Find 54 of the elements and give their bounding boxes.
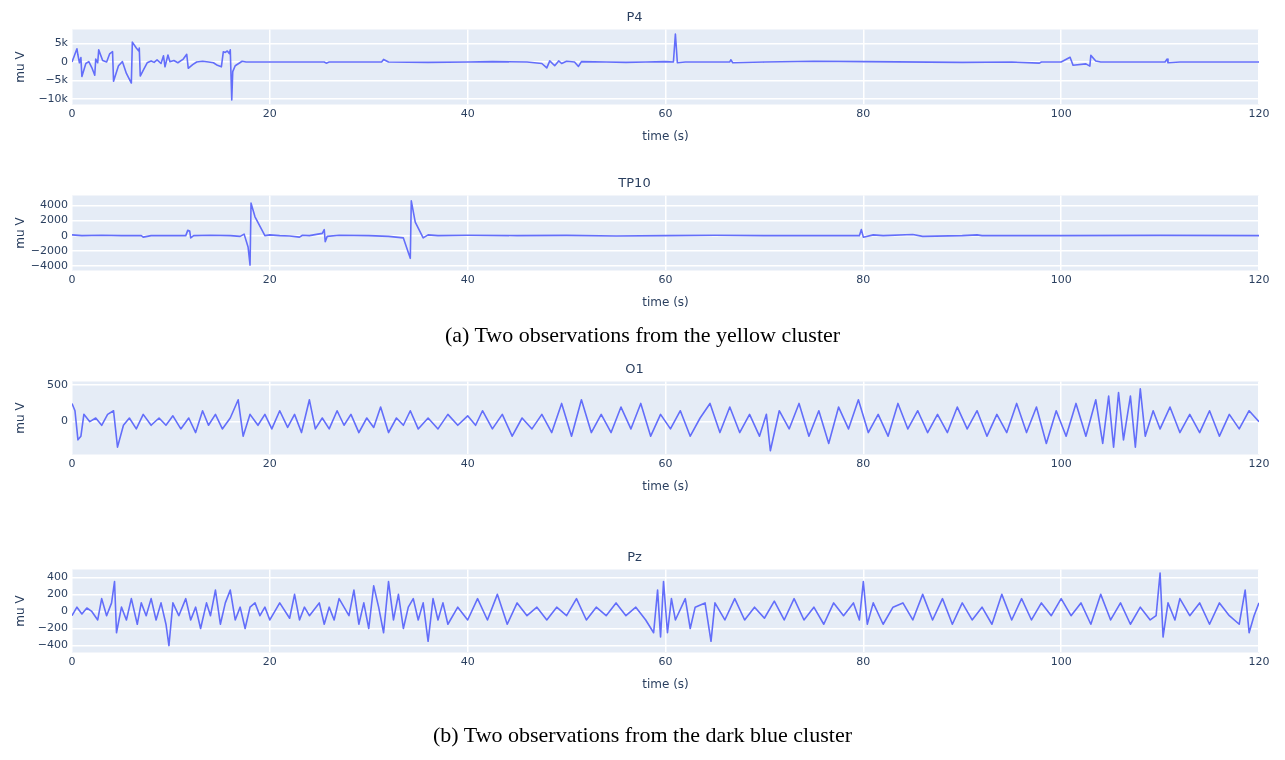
x-tick-label: 100 [1050, 272, 1072, 286]
x-tick-label: 100 [1050, 106, 1072, 120]
y-tick-label: 200 [47, 587, 68, 601]
x-tick-label: 40 [460, 106, 475, 120]
x-tick-label: 120 [1248, 106, 1270, 120]
y-axis-title: mu V [13, 216, 28, 249]
x-tick-label: 80 [856, 106, 871, 120]
x-tick-label: 60 [658, 654, 673, 668]
y-tick-label: 400 [47, 570, 68, 584]
x-tick-label: 40 [460, 456, 475, 470]
y-tick-label: 500 [47, 378, 68, 392]
x-tick-label: 60 [658, 106, 673, 120]
y-tick-label: −400 [37, 638, 68, 652]
x-tick-label: 20 [262, 654, 277, 668]
x-tick-label: 20 [262, 106, 277, 120]
y-tick-label: −5k [45, 73, 69, 87]
y-tick-label: 2000 [40, 213, 68, 227]
y-axis-title: mu V [13, 594, 28, 627]
x-tick-label: 80 [856, 456, 871, 470]
x-tick-label: 120 [1248, 456, 1270, 470]
x-axis-title: time (s) [642, 128, 689, 143]
y-tick-label: −4000 [30, 258, 68, 272]
x-axis-title: time (s) [642, 478, 689, 493]
y-tick-label: 5k [54, 36, 69, 50]
chart-title: P4 [626, 9, 643, 25]
x-tick-label: 20 [262, 272, 277, 286]
x-tick-label: 40 [460, 654, 475, 668]
x-tick-label: 120 [1248, 272, 1270, 286]
chart-title: TP10 [617, 175, 651, 191]
chart-title: O1 [625, 361, 644, 377]
y-tick-label: −10k [38, 91, 69, 105]
y-tick-label: 0 [61, 604, 68, 618]
x-tick-label: 20 [262, 456, 277, 470]
x-tick-label: 100 [1050, 654, 1072, 668]
x-tick-label: 80 [856, 272, 871, 286]
x-axis-title: time (s) [642, 676, 689, 691]
x-tick-label: 100 [1050, 456, 1072, 470]
x-tick-label: 120 [1248, 654, 1270, 668]
chart-title: Pz [627, 549, 642, 565]
y-tick-label: −200 [37, 621, 68, 635]
x-tick-label: 40 [460, 272, 475, 286]
y-tick-label: −2000 [30, 243, 68, 257]
y-tick-label: 0 [61, 54, 68, 68]
y-tick-label: 4000 [40, 198, 68, 212]
y-axis-title: mu V [13, 401, 28, 434]
y-tick-label: 0 [61, 414, 68, 428]
y-tick-label: 0 [61, 228, 68, 242]
x-tick-label: 80 [856, 654, 871, 668]
y-axis-title: mu V [13, 50, 28, 83]
x-tick-label: 60 [658, 456, 673, 470]
text: (b) Two observations from the dark blue cluster [432, 722, 853, 748]
text: (a) Two observations from the yellow cluster [443, 322, 842, 348]
x-tick-label: 60 [658, 272, 673, 286]
x-axis-title: time (s) [642, 294, 689, 309]
